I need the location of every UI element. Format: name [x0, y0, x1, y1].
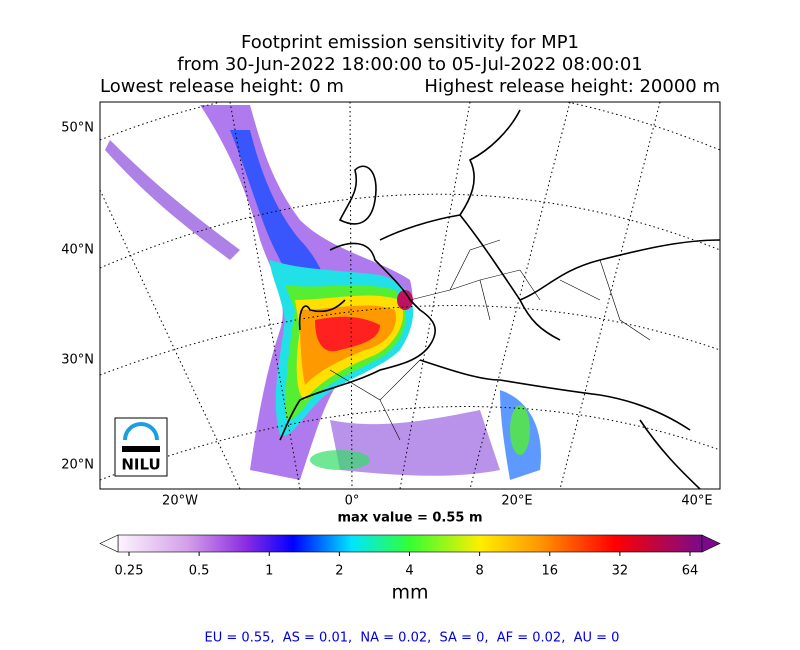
colorbar-tick-label: 2 [335, 564, 343, 579]
title-line: from 30-Jun-2022 18:00:00 to 05-Jul-2022… [177, 54, 643, 75]
title-line: Highest release height: 20000 m [424, 76, 720, 97]
lat-label: 50°N [61, 121, 94, 136]
lat-label: 40°N [61, 243, 94, 258]
colorbar-tick-label: 16 [541, 564, 558, 579]
lat-label: 30°N [61, 353, 94, 368]
colorbar-tick-label: 0.25 [115, 564, 144, 579]
max-value: max value = 0.55 m [337, 511, 482, 526]
footer: EU = 0.55, AS = 0.01, NA = 0.02, SA = 0,… [205, 631, 620, 646]
lon-label: 40°E [681, 494, 712, 509]
colorbar-min [99, 534, 119, 553]
colorbar-unit: mm [391, 582, 428, 604]
labels: 50°N 40°N 30°N 20°N 20°W 0° 20°E 40°E 0.25 0.5 1 2 4… [61, 121, 712, 579]
map: NILU [100, 102, 720, 489]
logo: NILU [121, 456, 160, 474]
lon-label: 20°E [501, 494, 532, 509]
colorbar-tick-label: 4 [405, 564, 413, 579]
title-line: Footprint emission sensitivity for MP1 [241, 32, 579, 53]
lon-label: 0° [345, 494, 360, 509]
colorbar-tick-label: 64 [682, 564, 699, 579]
colorbar-max [701, 534, 721, 553]
colorbar-tick-label: 0.5 [189, 564, 210, 579]
colorbar-tick-label: 8 [475, 564, 483, 579]
title-line: Lowest release height: 0 m [100, 76, 344, 97]
colorbar [117, 534, 703, 553]
colorbar-tick-label: 1 [265, 564, 273, 579]
lat-label: 20°N [61, 458, 94, 473]
lon-label: 20°W [162, 494, 198, 509]
colorbar-tick-label: 32 [612, 564, 629, 579]
map-frame [99, 101, 721, 490]
